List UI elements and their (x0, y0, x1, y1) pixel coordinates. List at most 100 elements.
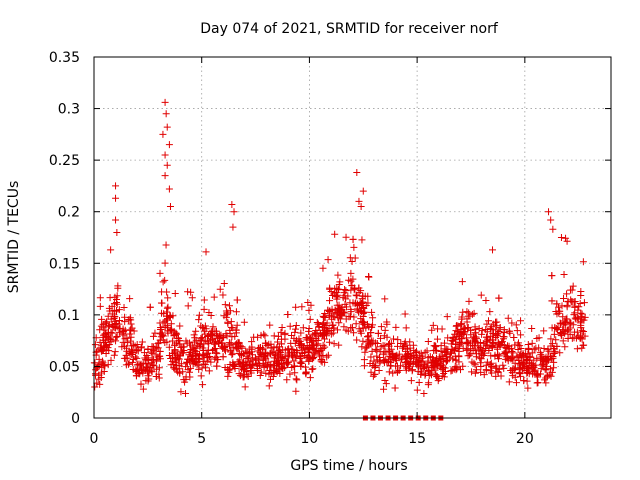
data-point (319, 264, 327, 272)
data-point (93, 363, 101, 371)
data-point (202, 248, 210, 256)
data-point (195, 316, 203, 324)
data-point (440, 364, 448, 372)
data-point (152, 351, 160, 359)
data-point (468, 310, 476, 318)
data-point (485, 347, 493, 355)
data-point (519, 365, 527, 373)
data-point (393, 362, 401, 370)
data-point (176, 369, 184, 377)
data-point (116, 324, 124, 332)
data-point (239, 359, 247, 367)
data-point (556, 307, 564, 315)
data-point (457, 321, 465, 329)
data-point (230, 362, 238, 370)
data-point (368, 308, 376, 316)
data-point (206, 336, 214, 344)
data-point (138, 338, 146, 346)
data-point (306, 333, 314, 341)
data-point (325, 338, 333, 346)
data-point (208, 330, 216, 338)
data-point (112, 317, 120, 325)
data-point (331, 313, 339, 321)
data-point (331, 230, 339, 238)
data-point (549, 225, 557, 233)
data-point (516, 369, 524, 377)
data-point (548, 297, 556, 305)
data-point (123, 347, 131, 355)
data-point (149, 356, 157, 364)
data-point (453, 333, 461, 341)
data-point (564, 335, 572, 343)
data-point (364, 333, 372, 341)
data-point (338, 312, 346, 320)
data-point (357, 315, 365, 323)
data-point (205, 367, 213, 375)
data-point (291, 369, 299, 377)
data-point (284, 311, 292, 319)
data-point (115, 328, 123, 336)
data-point (493, 343, 501, 351)
data-point (229, 223, 237, 231)
data-point (232, 343, 240, 351)
data-point (116, 317, 124, 325)
data-point (305, 352, 313, 360)
data-point (495, 294, 503, 302)
data-point (278, 340, 286, 348)
data-point (494, 368, 502, 376)
data-point (486, 325, 494, 333)
data-point (186, 364, 194, 372)
data-point (165, 343, 173, 351)
data-point (210, 293, 218, 301)
data-point (387, 345, 395, 353)
data-point (474, 339, 482, 347)
data-point (436, 359, 444, 367)
data-point (292, 387, 300, 395)
data-point (470, 359, 478, 367)
data-point (545, 347, 553, 355)
data-point (393, 368, 401, 376)
data-point (163, 304, 171, 312)
data-point (407, 377, 415, 385)
data-point (547, 352, 555, 360)
data-point (370, 357, 378, 365)
data-point (374, 329, 382, 337)
data-point (163, 123, 171, 131)
data-point (201, 361, 209, 369)
data-point (161, 276, 169, 284)
data-point (464, 338, 472, 346)
data-point (200, 324, 208, 332)
data-point (432, 356, 440, 364)
data-point (545, 208, 553, 216)
data-point (314, 320, 322, 328)
data-point (392, 323, 400, 331)
data-point (548, 368, 556, 376)
data-point (200, 327, 208, 335)
data-point (420, 360, 428, 368)
data-point (434, 377, 442, 385)
plot-area (90, 98, 589, 421)
data-point (133, 361, 141, 369)
data-point (302, 368, 310, 376)
data-point (308, 365, 316, 373)
data-point (109, 323, 117, 331)
data-point (341, 292, 349, 300)
y-tick-label: 0.15 (49, 256, 80, 272)
data-point (106, 335, 114, 343)
data-point (186, 349, 194, 357)
data-point (448, 345, 456, 353)
data-point (349, 299, 357, 307)
data-point (191, 358, 199, 366)
data-point (227, 323, 235, 331)
data-point (385, 341, 393, 349)
data-point (306, 374, 314, 382)
data-point (330, 340, 338, 348)
data-point (256, 349, 264, 357)
data-point (540, 327, 548, 335)
data-point (249, 351, 257, 359)
data-point (504, 357, 512, 365)
data-point (209, 323, 217, 331)
data-point (355, 197, 363, 205)
data-point (576, 299, 584, 307)
data-point (139, 385, 147, 393)
